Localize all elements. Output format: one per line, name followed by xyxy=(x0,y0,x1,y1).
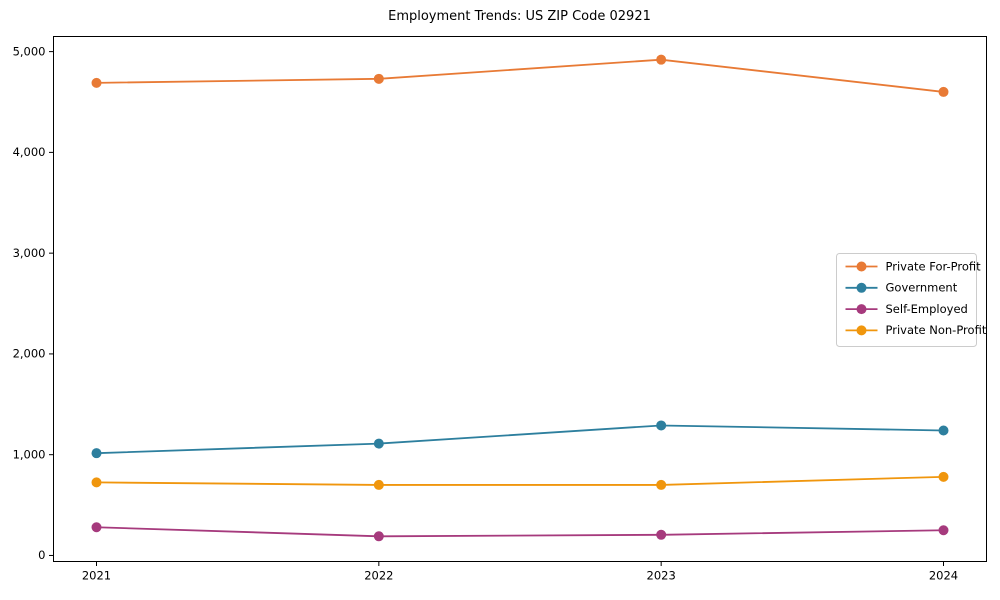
series-line-self-employed xyxy=(96,526,944,538)
series-line-private-for-profit xyxy=(96,58,944,93)
chart-title: Employment Trends: US ZIP Code 02921 xyxy=(388,9,651,24)
legend-label-government: Government xyxy=(886,281,958,295)
legend-label-self-employed: Self-Employed xyxy=(886,302,968,316)
series-marker-private-non-profit xyxy=(938,471,949,482)
series-marker-self-employed xyxy=(656,529,667,540)
legend-marker-private-for-profit xyxy=(856,261,867,272)
series-marker-private-for-profit xyxy=(91,77,102,88)
series-marker-self-employed xyxy=(373,531,384,542)
series-marker-private-for-profit xyxy=(656,54,667,65)
series-marker-private-non-profit xyxy=(373,479,384,490)
plot-border xyxy=(53,36,987,562)
y-tick-label: 1,000 xyxy=(13,447,46,461)
series-marker-government xyxy=(656,420,667,431)
series-marker-private-non-profit xyxy=(656,479,667,490)
series-marker-private-for-profit xyxy=(373,73,384,84)
series-marker-self-employed xyxy=(91,522,102,533)
x-tick-label: 2022 xyxy=(364,569,393,583)
y-tick-label: 0 xyxy=(38,548,45,562)
series-marker-government xyxy=(373,438,384,449)
y-tick-label: 3,000 xyxy=(13,246,46,260)
legend-box xyxy=(836,253,977,347)
y-tick-label: 5,000 xyxy=(13,44,46,58)
legend-marker-private-non-profit xyxy=(856,325,867,336)
legend-marker-self-employed xyxy=(856,304,867,315)
series-line-government xyxy=(96,424,944,455)
legend-label-private-for-profit: Private For-Profit xyxy=(886,259,982,273)
series-marker-private-non-profit xyxy=(91,477,102,488)
series-marker-government xyxy=(91,448,102,459)
x-tick-label: 2023 xyxy=(647,569,676,583)
y-tick-label: 4,000 xyxy=(13,145,46,159)
y-tick-label: 2,000 xyxy=(13,347,46,361)
legend-marker-government xyxy=(856,282,867,293)
series-marker-private-for-profit xyxy=(938,86,949,97)
x-tick-label: 2021 xyxy=(82,569,111,583)
series-marker-government xyxy=(938,425,949,436)
series-line-private-non-profit xyxy=(96,475,944,486)
series-marker-self-employed xyxy=(938,525,949,536)
legend-label-private-non-profit: Private Non-Profit xyxy=(886,323,987,337)
x-tick-label: 2024 xyxy=(929,569,958,583)
